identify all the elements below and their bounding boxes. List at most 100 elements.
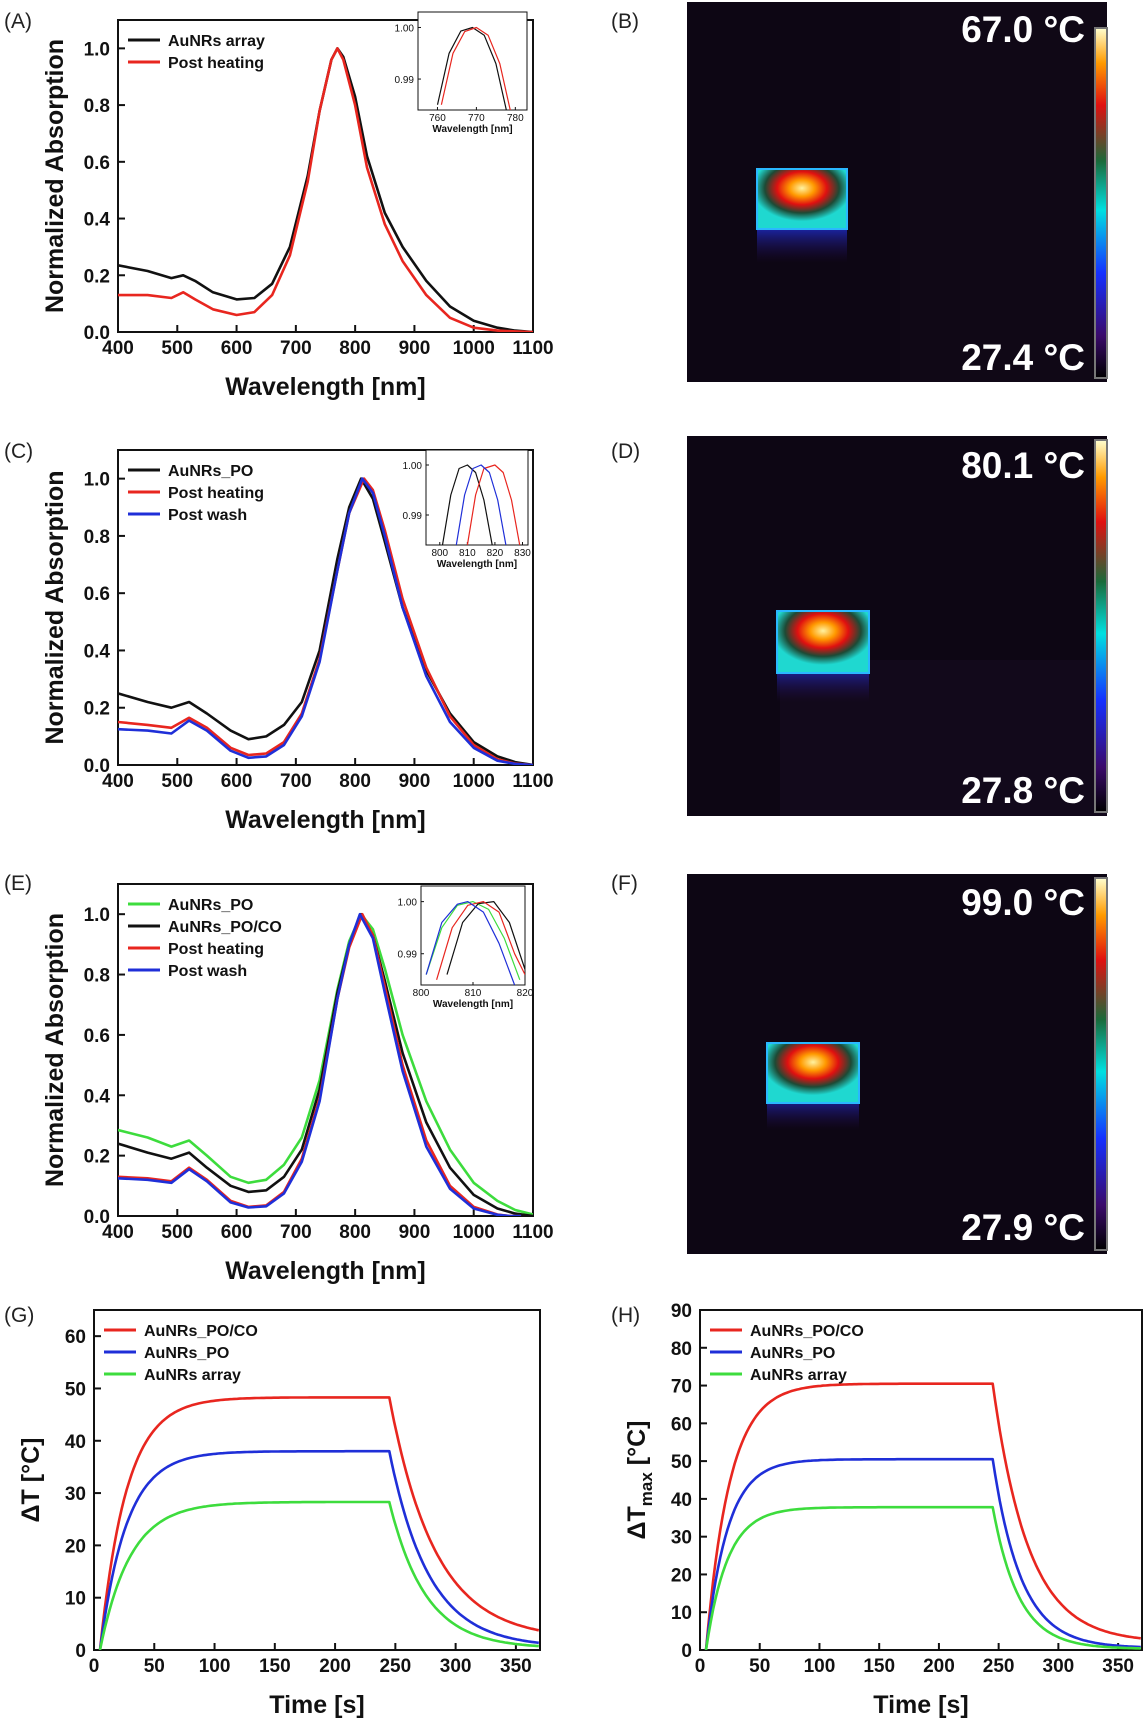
x-tick-label: 500 [161,338,193,359]
y-tick-label: 0.99 [395,75,415,86]
y-tick-label: 1.00 [395,23,415,34]
panel-label-C: (C) [4,440,33,463]
thermal-image-B: 67.0 °C 27.4 °C [687,2,1108,382]
legend-label: AuNRs array [750,1367,847,1384]
series-line [436,901,525,980]
x-axis-title: Wavelength [nm] [225,806,425,834]
x-tick-label: 1100 [512,338,553,359]
y-tick-label: 0.2 [84,266,110,287]
x-tick-label: 1000 [453,771,495,792]
y-tick-label: 60 [65,1327,86,1348]
series-line [118,47,533,332]
y-tick-label: 0.2 [84,1147,110,1168]
y-tick-label: 60 [671,1414,692,1435]
plot-frame [699,1309,1143,1651]
x-tick-label: 50 [749,1656,770,1677]
x-tick-label: 1100 [512,771,553,792]
y-tick-label: 40 [65,1432,86,1453]
y-tick-label: 30 [671,1528,692,1549]
x-tick-label: 830 [514,548,531,559]
y-tick-label: 0 [681,1641,692,1662]
series-line [704,1382,1141,1650]
y-axis-title-main: ΔT [623,1506,651,1539]
series-line [466,464,521,545]
series-line [118,477,533,765]
series-line [98,1500,539,1650]
x-tick-label: 50 [144,1656,165,1677]
legend-label: AuNRs_PO [168,897,253,914]
sample-hotspot [776,610,870,674]
y-tick-label: 0.8 [84,527,110,548]
y-axis-title: Normalized Absorption [41,913,69,1187]
legend-label: AuNRs array [144,1367,241,1384]
y-tick-label: 0.0 [84,756,110,777]
x-tick-label: 150 [863,1656,895,1677]
y-axis-title-unit: [°C] [623,1421,651,1473]
y-tick-label: 0.4 [84,1086,111,1107]
panel-label-F: (F) [611,872,638,895]
legend-label: AuNRs_PO/CO [168,919,282,936]
x-tick-label: 820 [487,548,504,559]
x-tick-label: 1100 [512,1222,553,1243]
legend-label: AuNRs_PO/CO [144,1323,258,1340]
y-tick-label: 70 [671,1377,692,1398]
x-tick-label: 500 [161,771,193,792]
x-tick-label: 800 [339,1222,371,1243]
x-tick-label: 810 [459,548,476,559]
y-tick-label: 50 [65,1379,86,1400]
y-tick-label: 20 [65,1536,86,1557]
series-line [704,1457,1141,1650]
x-tick-label: 810 [465,988,482,999]
y-axis-title: ΔT [°C] [17,1438,45,1523]
y-tick-label: 20 [671,1565,692,1586]
y-tick-label: 0.6 [84,153,110,174]
y-tick-label: 0 [75,1641,86,1662]
x-tick-label: 1000 [453,338,495,359]
series-line [441,464,493,545]
x-tick-label: 770 [468,113,485,124]
chart-panel-E: 400 500 600 700 800 900 1000 1100 0.0 0.2 0.4 0.6 0.… [41,883,554,1285]
x-tick-label: 0 [89,1656,100,1677]
x-tick-label: 600 [221,1222,253,1243]
x-tick-label: 100 [199,1656,231,1677]
x-tick-label: 250 [983,1656,1015,1677]
legend-label: AuNRs_PO/CO [750,1323,864,1340]
y-tick-label: 1.0 [84,905,110,926]
x-tick-label: 100 [804,1656,836,1677]
legend-label: Post heating [168,941,264,958]
x-tick-label: 300 [440,1656,472,1677]
thermal-min-temp: 27.8 °C [961,770,1085,811]
series-line [425,901,521,981]
chart-panel-A: 400 500 600 700 800 900 1000 1100 0.0 0.2 0.4 0.6 0.… [41,11,554,401]
series-line [440,26,511,110]
x-tick-label: 350 [1102,1656,1134,1677]
thermal-shade [900,2,1107,382]
inset-chart: 800 810 820 830 0.99 1.00 Wavelength [nm] [403,449,531,570]
panel-label-G: (G) [4,1304,34,1327]
series-line [98,1449,539,1650]
x-tick-label: 900 [399,1222,431,1243]
x-tick-label: 400 [102,338,134,359]
y-axis-title: ΔTmax [°C] [623,1421,656,1540]
thermal-min-temp: 27.9 °C [961,1207,1085,1248]
sample-hotspot [756,168,848,230]
x-tick-label: 760 [429,113,446,124]
y-tick-label: 0.4 [84,210,111,231]
x-tick-label: 800 [339,771,371,792]
y-tick-label: 0.6 [84,584,110,605]
inset-x-axis-title: Wavelength [nm] [437,559,517,570]
y-tick-label: 1.00 [403,461,423,472]
x-axis-title: Time [s] [873,1691,968,1719]
x-tick-label: 600 [221,771,253,792]
x-tick-label: 780 [507,113,524,124]
legend-label: AuNRs array [168,33,265,50]
legend-label: AuNRs_PO [168,463,253,480]
thermal-background [687,874,1107,1254]
y-tick-label: 1.0 [84,39,110,60]
x-tick-label: 150 [259,1656,291,1677]
thermal-max-temp: 80.1 °C [961,445,1085,486]
x-tick-label: 200 [923,1656,955,1677]
series-line [98,1396,540,1650]
inset-frame [425,449,529,546]
